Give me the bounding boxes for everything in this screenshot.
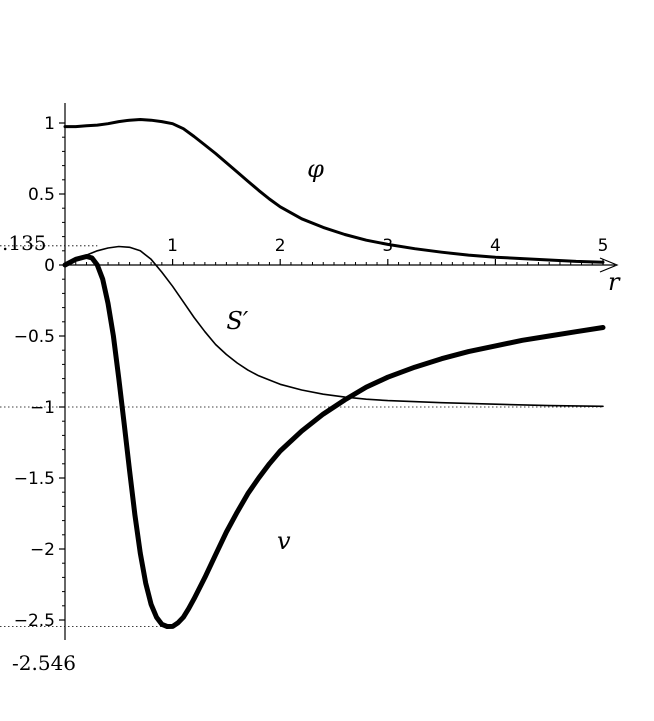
reference-lines <box>0 245 603 627</box>
series-label-0: φ <box>307 155 324 183</box>
series-line-0 <box>63 118 605 264</box>
y-axis: 1 0.5 0 −0.5 −1 −1.5 −2 −2.5 <box>14 103 66 640</box>
y-ticks: 1 0.5 0 −0.5 −1 −1.5 −2 −2.5 <box>14 114 65 631</box>
series-line-2 <box>62 254 606 629</box>
y-tick-label: 1 <box>44 114 55 134</box>
x-axis: 1 2 3 4 5 r <box>65 236 621 296</box>
x-ticks: 1 2 3 4 5 <box>75 236 609 265</box>
y-tick-label: −2.5 <box>14 611 55 631</box>
y-tick-label: −1.5 <box>14 469 55 489</box>
y-tick-label: 0 <box>44 256 55 276</box>
x-tick-label: 5 <box>598 236 609 256</box>
series-line-1 <box>64 245 604 408</box>
x-axis-label: r <box>608 268 621 296</box>
x-tick-label: 2 <box>275 236 286 256</box>
series-label-1: S′ <box>226 307 248 335</box>
y-tick-label: −0.5 <box>14 327 55 347</box>
y-tick-label: −2 <box>30 540 55 560</box>
ref-label-bottom: -2.546 <box>12 651 76 675</box>
y-minor-ticks <box>62 136 65 607</box>
series-label-2: v <box>277 527 291 555</box>
x-tick-label: 4 <box>490 236 501 256</box>
ref-label-top: .135 <box>2 231 47 255</box>
x-axis-arrow <box>599 257 619 273</box>
series-layer: φ S′ v <box>62 118 606 629</box>
x-tick-label: 1 <box>167 236 178 256</box>
y-tick-label: −1 <box>30 398 55 418</box>
x-tick-label: 3 <box>382 236 393 256</box>
y-tick-label: 0.5 <box>28 185 55 205</box>
